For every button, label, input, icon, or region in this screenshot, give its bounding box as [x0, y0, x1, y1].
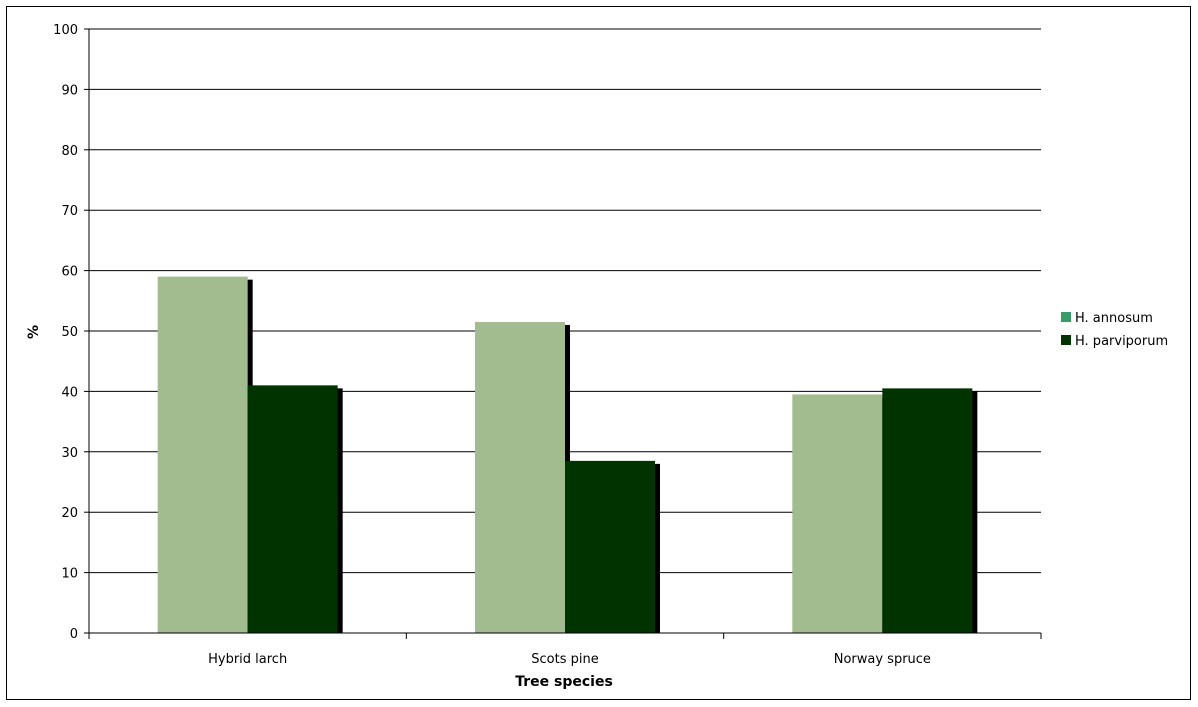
y-tick-label: 80 — [61, 144, 78, 159]
bar-h-annosum — [792, 394, 883, 633]
y-axis-label: % — [26, 325, 42, 339]
bar-h-annosum — [475, 321, 565, 633]
legend: H. annosum H. parviporum — [1061, 311, 1168, 349]
y-tick-label: 70 — [61, 204, 78, 219]
y-tick-label: 100 — [53, 23, 78, 38]
y-tick-label: 50 — [61, 325, 78, 340]
y-tick-label: 90 — [61, 83, 78, 98]
legend-swatch — [1061, 335, 1071, 345]
y-tick-label: 60 — [61, 265, 78, 280]
x-axis-label: Tree species — [515, 674, 613, 690]
x-axis-ticks: Hybrid larch Scots pine Norway spruce — [88, 633, 1042, 667]
legend-label: H. annosum — [1075, 311, 1153, 326]
chart-frame — [6, 6, 1191, 700]
y-axis-ticks: 0 10 20 30 40 50 60 70 80 90 100 — [53, 23, 89, 642]
x-tick-label: Norway spruce — [834, 652, 931, 667]
y-tick-label: 10 — [61, 567, 78, 582]
bar-h-parviporum — [565, 460, 655, 633]
bar-h-parviporum — [247, 385, 338, 633]
bar-h-annosum — [157, 276, 248, 633]
y-tick-label: 0 — [70, 627, 78, 642]
x-tick-label: Hybrid larch — [208, 652, 287, 667]
y-tick-label: 30 — [61, 446, 78, 461]
bars — [157, 276, 978, 633]
y-tick-label: 20 — [61, 506, 78, 521]
legend-label: H. parviporum — [1075, 334, 1168, 349]
bar-h-parviporum — [882, 388, 973, 633]
y-tick-label: 40 — [61, 385, 78, 400]
legend-swatch — [1061, 312, 1071, 322]
x-tick-label: Scots pine — [531, 652, 598, 667]
